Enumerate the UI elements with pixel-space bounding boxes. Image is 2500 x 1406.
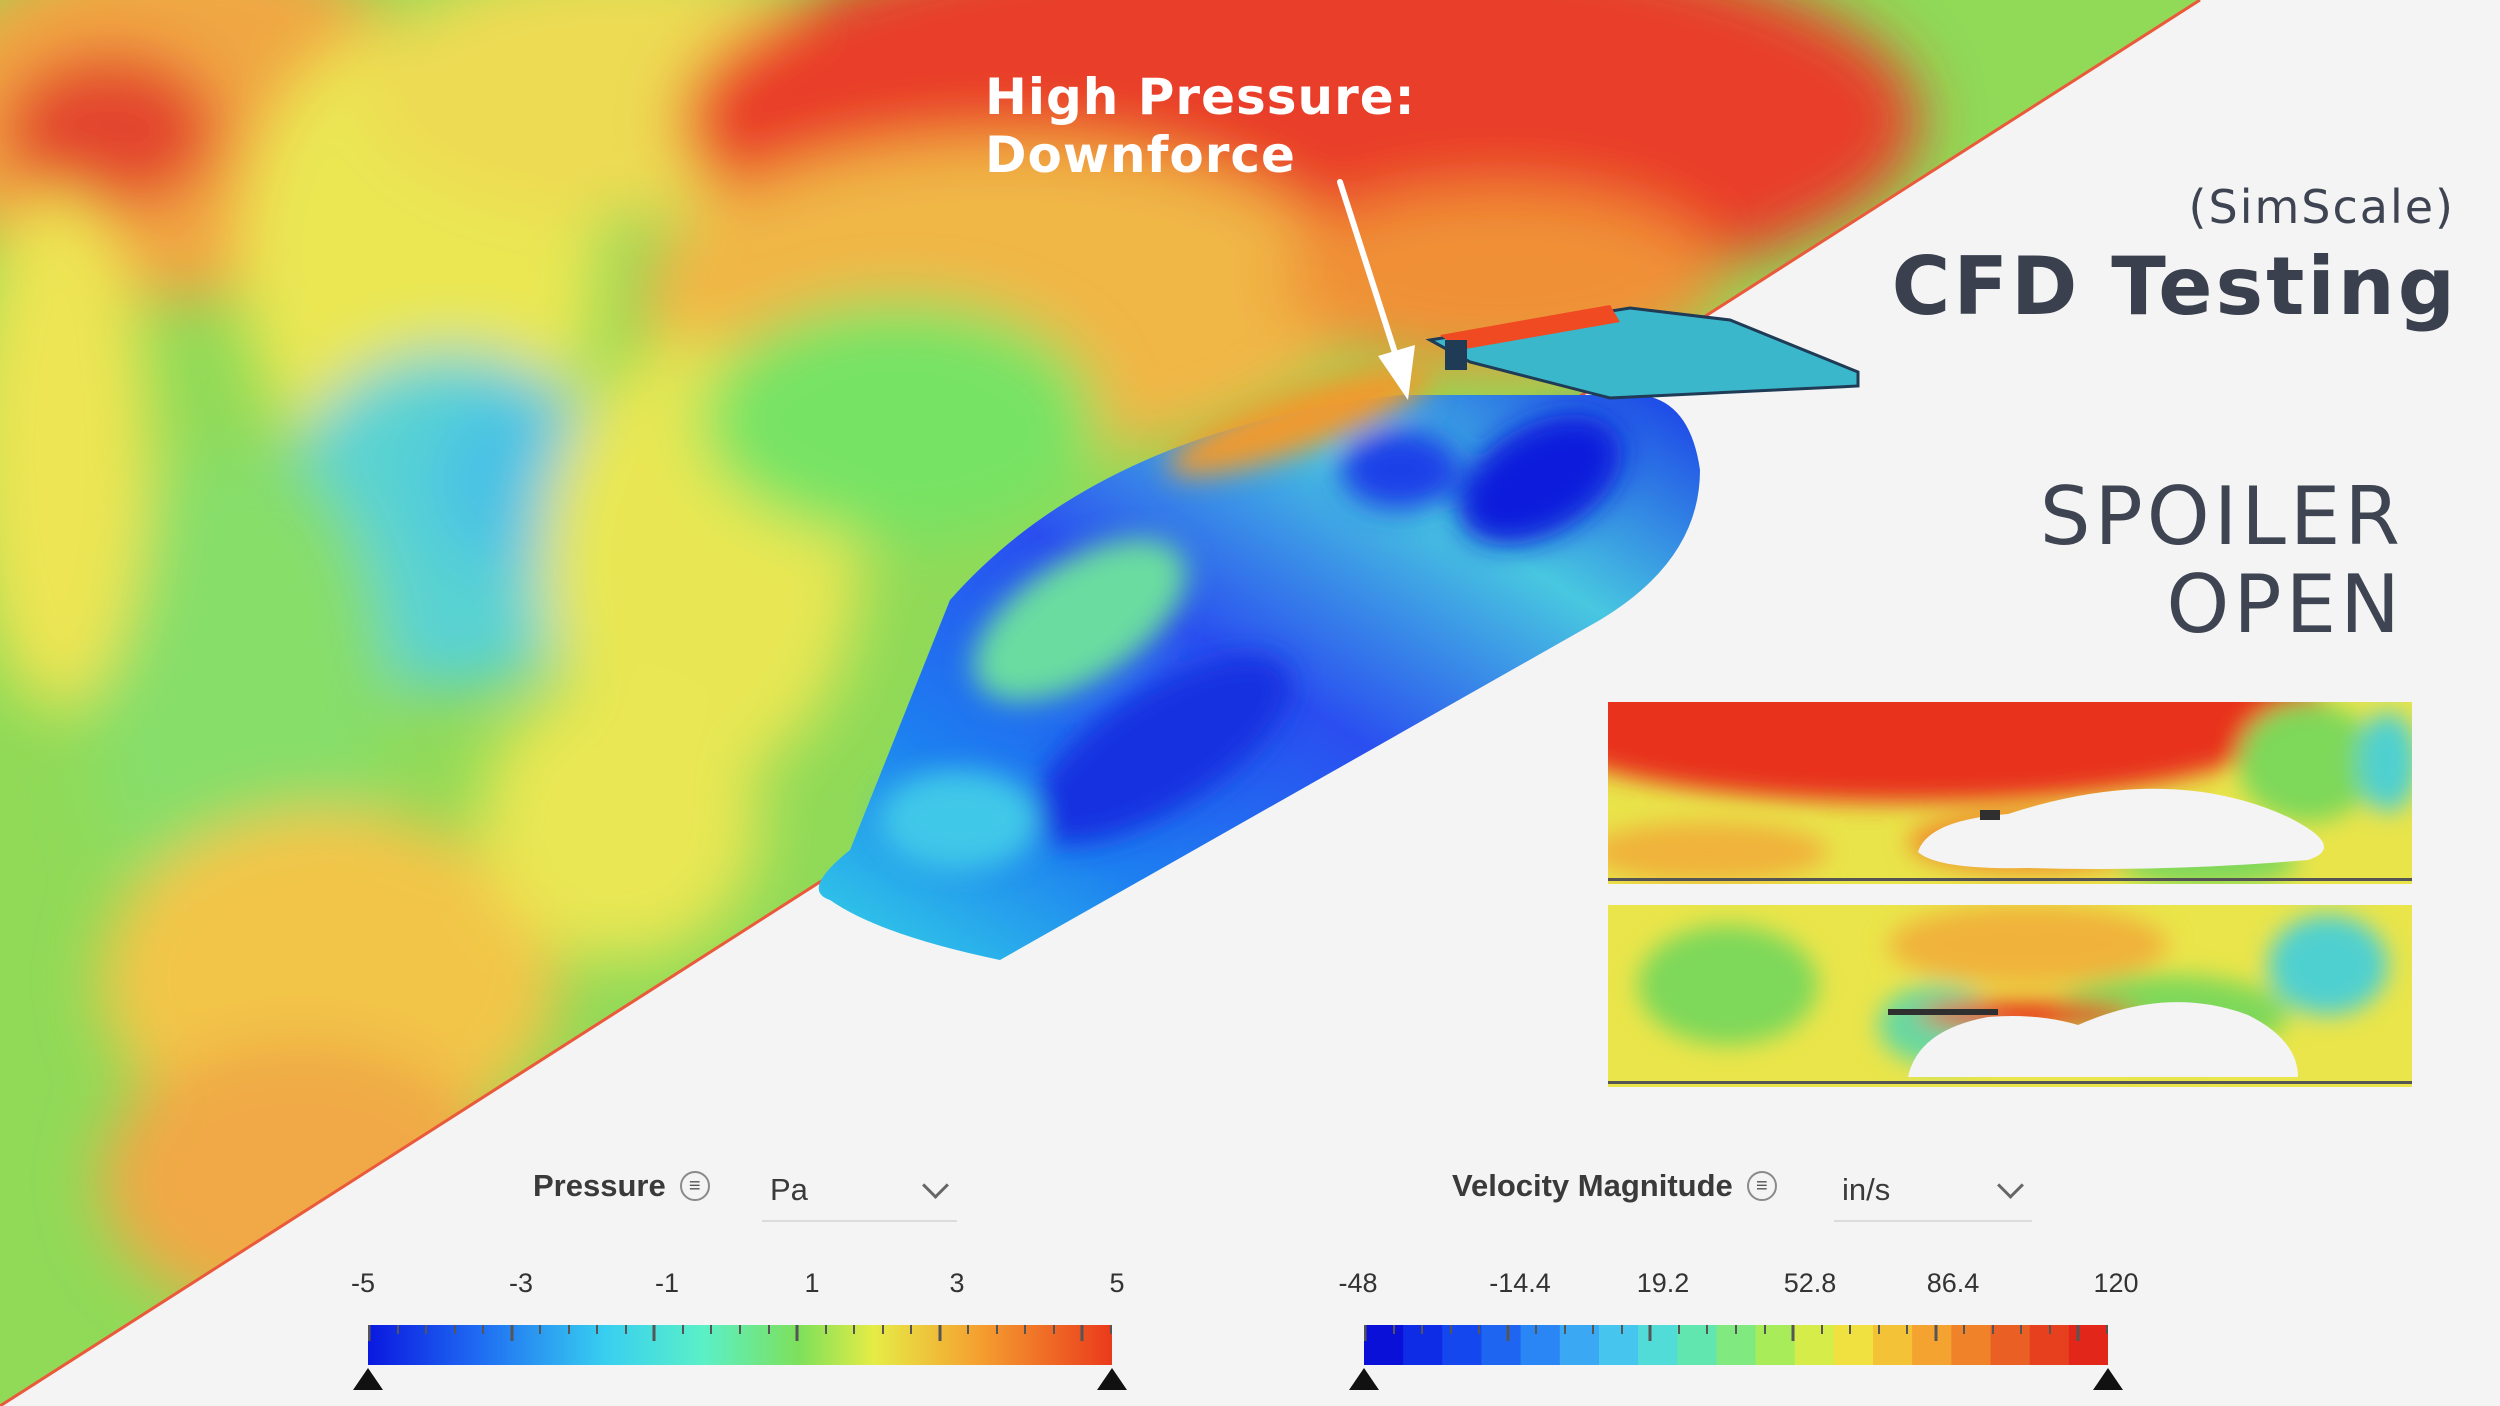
velocity-color-band [1364,1325,1404,1365]
pressure-unit-select[interactable]: Pa [762,1160,957,1222]
configuration-label-line-2: OPEN [2166,558,2404,651]
pressure-tick-label: 5 [1109,1268,1125,1298]
velocity-legend-title: Velocity Magnitude [1452,1168,1733,1203]
chevron-down-icon [1997,1171,2024,1199]
callout-line-1: High Pressure: [985,68,1416,126]
list-menu-icon[interactable]: ≡ [679,1171,710,1201]
list-menu-icon[interactable]: ≡ [1746,1171,1777,1201]
pressure-color-bar [368,1325,1112,1365]
downforce-callout: High Pressure: Downforce [985,68,1416,184]
side-view-pressure-thumbnail [1608,702,2412,884]
velocity-tick-label: 19.2 [1636,1268,1690,1298]
velocity-color-band [1990,1325,2031,1365]
velocity-color-band [1755,1325,1796,1365]
velocity-min-handle[interactable] [1349,1368,1379,1390]
vendor-label: (SimScale) [2188,180,2455,234]
pressure-tick-label: 1 [804,1268,820,1298]
velocity-tick-label: 52.8 [1783,1268,1837,1298]
side-view-velocity-thumbnail [1608,905,2412,1087]
velocity-color-band [1442,1325,1483,1365]
pressure-min-handle[interactable] [353,1368,383,1390]
legend-label-backdrop [250,1256,430,1308]
chevron-down-icon [922,1171,949,1199]
annotation-arrow [1337,179,1415,400]
pressure-legend-header: Pressure ≡ [533,1160,710,1212]
pressure-max-handle[interactable] [1097,1368,1127,1390]
velocity-color-band [1951,1325,1992,1365]
velocity-tick-label: -48 [1338,1268,1378,1298]
velocity-color-band [1833,1325,1874,1365]
velocity-max-handle[interactable] [2093,1368,2123,1390]
velocity-color-band [1403,1325,1443,1365]
velocity-color-band [1794,1325,1835,1365]
velocity-tick-label: 120 [2093,1268,2139,1298]
velocity-color-band [1912,1325,1952,1365]
pressure-legend-title: Pressure [533,1168,666,1203]
car-body [818,305,1860,960]
pressure-tick-label: -1 [654,1268,680,1298]
page-title: CFD Testing [1891,240,2458,333]
velocity-color-band [1598,1325,1639,1365]
velocity-color-band [2068,1325,2108,1365]
pressure-tick-label: -3 [508,1268,534,1298]
velocity-color-bar [1364,1325,2108,1365]
pressure-tick-label: 3 [949,1268,965,1298]
configuration-label-line-1: SPOILER [2039,470,2404,563]
pressure-tick-label: -5 [350,1268,376,1298]
velocity-color-band [1520,1325,1561,1365]
callout-line-2: Downforce [985,126,1296,184]
velocity-color-band [1677,1325,1718,1365]
velocity-color-band [1481,1325,1522,1365]
velocity-tick-label: 86.4 [1926,1268,1980,1298]
velocity-color-band [1638,1325,1678,1365]
velocity-unit-value: in/s [1842,1172,1891,1207]
velocity-unit-select[interactable]: in/s [1834,1160,2032,1222]
pressure-unit-value: Pa [770,1172,808,1207]
velocity-tick-label: -14.4 [1489,1268,1551,1298]
velocity-legend-header: Velocity Magnitude ≡ [1452,1160,1777,1212]
